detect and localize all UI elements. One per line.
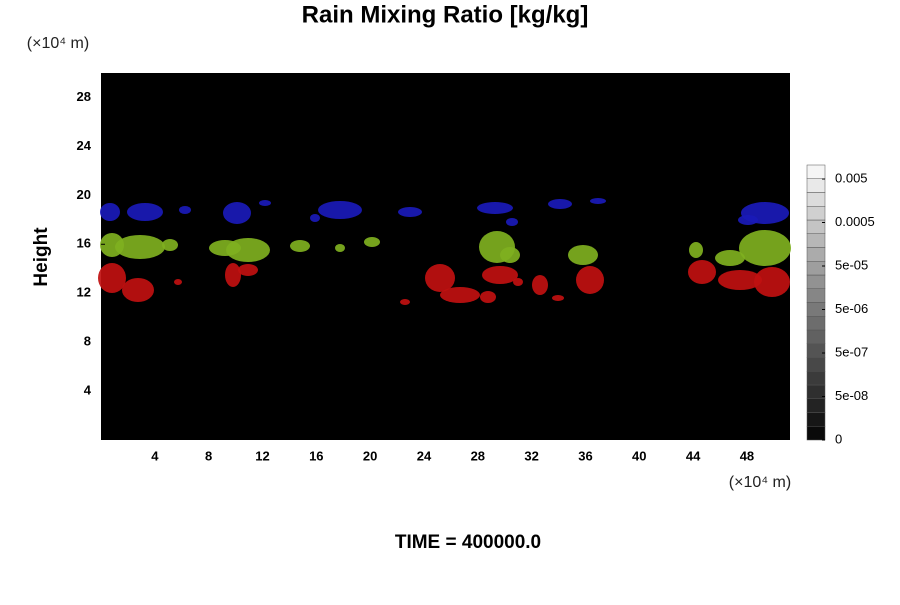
field-blob bbox=[532, 275, 548, 295]
field-blob bbox=[738, 215, 758, 225]
field-blob bbox=[715, 250, 745, 266]
footer: TIME = 400000.0 bbox=[395, 532, 541, 553]
colorbar-band bbox=[806, 247, 826, 262]
colorbar-band bbox=[806, 178, 826, 193]
y-tick-label: 12 bbox=[77, 285, 91, 300]
field-blob bbox=[552, 295, 564, 301]
field-blob bbox=[568, 245, 598, 265]
colorbar-band bbox=[806, 206, 826, 221]
colorbar-band bbox=[806, 426, 826, 441]
field-blob bbox=[689, 242, 703, 258]
x-tick-label: 8 bbox=[205, 448, 212, 463]
field-blob bbox=[122, 278, 154, 302]
field-blob bbox=[162, 239, 178, 251]
x-unit: (×10⁴ m) bbox=[729, 474, 791, 491]
field-blob bbox=[238, 264, 258, 276]
field-blob bbox=[259, 200, 271, 206]
colorbar-label: 0 bbox=[835, 431, 842, 446]
x-tick-label: 48 bbox=[740, 448, 754, 463]
field-blob bbox=[318, 201, 362, 219]
y-tick-label: 20 bbox=[77, 187, 91, 202]
y-unit: (×10⁴ m) bbox=[27, 35, 89, 52]
colorbar-band bbox=[806, 329, 826, 344]
field-blob bbox=[115, 235, 165, 259]
field-blob bbox=[513, 278, 523, 286]
field-blob bbox=[480, 291, 496, 303]
colorbar-band bbox=[806, 233, 826, 248]
field-blob bbox=[576, 266, 604, 294]
colorbar-band bbox=[806, 371, 826, 386]
field-blob bbox=[127, 203, 163, 221]
x-tick-label: 12 bbox=[255, 448, 269, 463]
field-blob bbox=[506, 218, 518, 226]
field-blob bbox=[223, 202, 251, 224]
y-tick-label: 28 bbox=[77, 89, 91, 104]
field-blob bbox=[364, 237, 380, 247]
colorbar-label: 5e-08 bbox=[835, 388, 868, 403]
field-blob bbox=[548, 199, 572, 209]
field-blob bbox=[482, 266, 518, 284]
colorbar: 0 5e-08 5e-07 5e-06 5e-05 0.0005 0.005 bbox=[806, 164, 875, 446]
plot-area bbox=[101, 73, 790, 440]
y-tick-label: 4 bbox=[84, 383, 92, 398]
field bbox=[98, 198, 791, 305]
colorbar-label: 5e-06 bbox=[835, 301, 868, 316]
field-blob bbox=[98, 263, 126, 293]
field-blob bbox=[718, 270, 762, 290]
field-blob bbox=[225, 263, 241, 287]
colorbar-band bbox=[806, 192, 826, 207]
x-tick-label: 4 bbox=[151, 448, 159, 463]
field-blob bbox=[477, 202, 513, 214]
y-tick-label: 8 bbox=[84, 334, 91, 349]
x-tick-label: 28 bbox=[471, 448, 485, 463]
field-blob bbox=[335, 244, 345, 252]
field-blob bbox=[590, 198, 606, 204]
field-blob bbox=[754, 267, 790, 297]
x-tick-label: 40 bbox=[632, 448, 646, 463]
field-blob bbox=[440, 287, 480, 303]
field-blob bbox=[500, 247, 520, 263]
x-tick-label: 20 bbox=[363, 448, 377, 463]
colorbar-band bbox=[806, 412, 826, 427]
x-tick-label: 24 bbox=[417, 448, 432, 463]
field-blob bbox=[398, 207, 422, 217]
colorbar-label: 5e-07 bbox=[835, 344, 868, 359]
colorbar-label: 0.0005 bbox=[835, 214, 875, 229]
field-blob bbox=[688, 260, 716, 284]
x-tick-label: 32 bbox=[524, 448, 538, 463]
colorbar-band bbox=[806, 274, 826, 289]
colorbar-band bbox=[806, 164, 826, 179]
colorbar-band bbox=[806, 357, 826, 372]
field-blob bbox=[174, 279, 182, 285]
y-tick-label: 24 bbox=[77, 138, 92, 153]
colorbar-band bbox=[806, 288, 826, 303]
field-blob bbox=[425, 264, 455, 292]
colorbar-band bbox=[806, 261, 826, 276]
field-blob bbox=[400, 299, 410, 305]
colorbar-label: 0.005 bbox=[835, 170, 868, 185]
x-tick-label: 16 bbox=[309, 448, 323, 463]
x-tick-label: 44 bbox=[686, 448, 701, 463]
colorbar-band bbox=[806, 398, 826, 413]
y-axis-label: Height bbox=[31, 227, 52, 287]
field-blob bbox=[226, 238, 270, 262]
field-blob bbox=[290, 240, 310, 252]
colorbar-band bbox=[806, 343, 826, 358]
field-blob bbox=[100, 203, 120, 221]
colorbar-label: 5e-05 bbox=[835, 257, 868, 272]
field-blob bbox=[739, 230, 791, 266]
colorbar-band bbox=[806, 316, 826, 331]
x-tick-label: 36 bbox=[578, 448, 592, 463]
y-tick-label: 16 bbox=[77, 236, 91, 251]
chart-title: Rain Mixing Ratio [kg/kg] bbox=[302, 1, 589, 28]
field-blob bbox=[179, 206, 191, 214]
field-blob bbox=[310, 214, 320, 222]
